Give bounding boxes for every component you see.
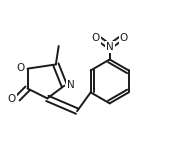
Text: O: O xyxy=(91,33,100,43)
Text: N: N xyxy=(106,42,113,52)
Text: O: O xyxy=(16,63,25,73)
Text: O: O xyxy=(120,33,128,43)
Text: N: N xyxy=(67,80,75,90)
Text: O: O xyxy=(8,94,16,104)
